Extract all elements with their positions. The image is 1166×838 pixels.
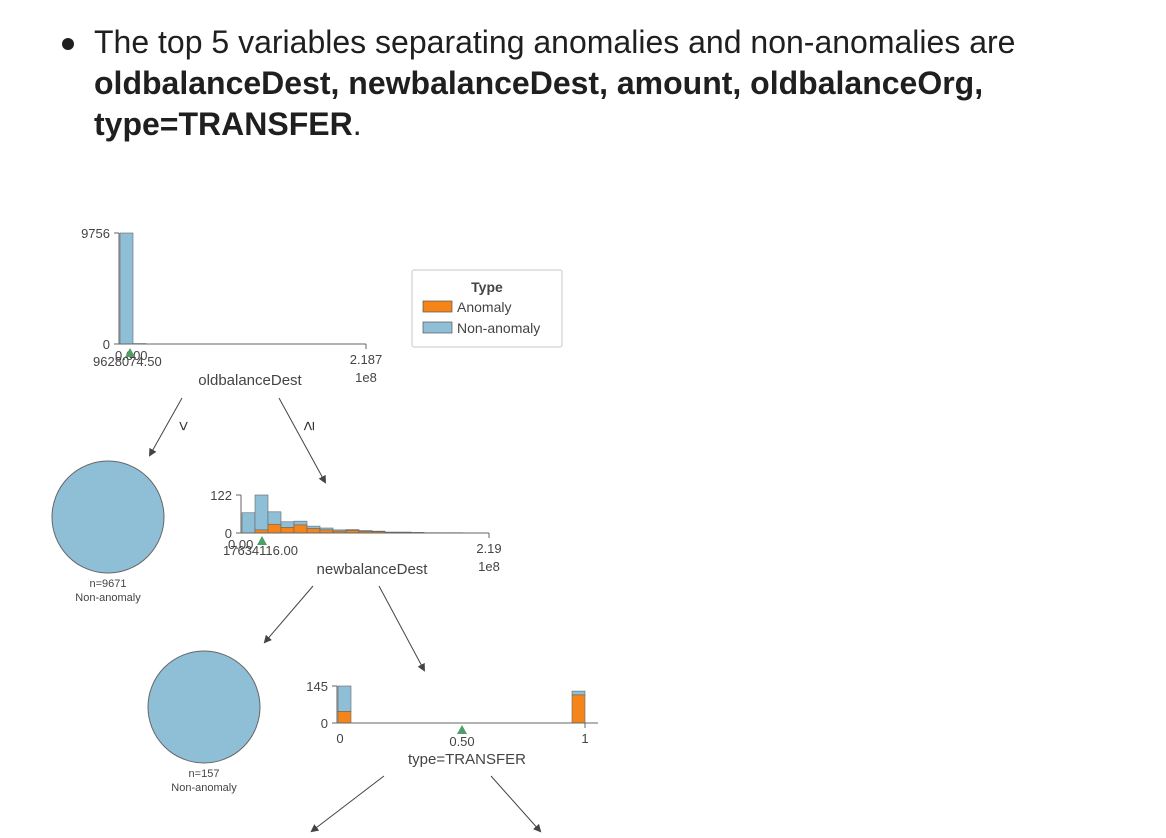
node2-split-label: 17634116.00 xyxy=(223,543,298,558)
node3-histogram: 145 0 0 0.50 1 type=TRANSFER xyxy=(306,679,598,768)
leaf1-count: n=9671 xyxy=(89,578,126,590)
bullet-prefix: The top 5 variables separating anomalies… xyxy=(94,24,1016,60)
node2-bar-anomaly-5 xyxy=(306,528,321,534)
legend-title: Type xyxy=(471,279,503,295)
node2-ymin-label: 0 xyxy=(225,526,232,541)
node2-xmax-label: 2.19 xyxy=(476,541,501,556)
leaf2-label: Non-anomaly xyxy=(171,782,237,794)
node2-bar-nonanomaly-4 xyxy=(293,520,308,526)
node2-feature-label: newbalanceDest xyxy=(317,561,429,578)
node1-xmax-label: 2.187 xyxy=(350,352,383,367)
bullet-variables: oldbalanceDest, newbalanceDest, amount, … xyxy=(94,65,984,142)
node2-bar-anomaly-4 xyxy=(293,524,308,534)
leaf1-circle xyxy=(51,460,165,574)
edge-right-sign: ≥ xyxy=(299,421,318,430)
node3-bar-nonanomaly-1 xyxy=(571,690,586,696)
edge-node3-left xyxy=(310,775,385,833)
node3-ymin-label: 0 xyxy=(321,716,328,731)
node3-split-marker xyxy=(457,725,467,734)
node2-bar-nonanomaly-1 xyxy=(254,494,269,531)
node1-bars xyxy=(119,232,225,345)
node3-bar-anomaly-0 xyxy=(337,711,352,724)
node1-histogram: 9756 0 0.000 9628074.50 2.187 1e8 oldbal… xyxy=(81,226,382,389)
node1-ymin-label: 0 xyxy=(103,337,110,352)
node2-bar-anomaly-2 xyxy=(267,523,282,534)
leaf2-circle xyxy=(147,650,261,764)
legend-swatch-non-anomaly xyxy=(422,321,453,334)
edge-left-sign: < xyxy=(174,421,193,431)
node3-feature-label: type=TRANSFER xyxy=(408,751,526,768)
node3-bar-nonanomaly-0 xyxy=(337,685,352,712)
node2-scale-label: 1e8 xyxy=(478,559,500,574)
legend-label-anomaly: Anomaly xyxy=(457,299,511,315)
leaf2-count: n=157 xyxy=(189,768,220,780)
node2-xmin-label: 0.00 xyxy=(228,537,253,552)
bullet-text: The top 5 variables separating anomalies… xyxy=(94,22,1152,145)
bullet-suffix: . xyxy=(352,106,362,142)
legend-label-non-anomaly: Non-anomaly xyxy=(457,320,540,336)
node1-feature-label: oldbalanceDest xyxy=(198,372,302,389)
node2-bar-nonanomaly-5 xyxy=(306,525,321,529)
edge-node2-right xyxy=(378,585,425,672)
node2-bar-nonanomaly-0 xyxy=(241,512,256,534)
edge-node1-right xyxy=(278,397,326,484)
node3-split-label: 0.50 xyxy=(449,734,474,749)
node1-bar-nonanomaly-0 xyxy=(119,232,134,345)
leaf2: n=157 Non-anomaly xyxy=(147,650,261,794)
node1-split-marker xyxy=(125,348,135,357)
leaf1: n=9671 Non-anomaly xyxy=(51,460,165,604)
bullet-dot xyxy=(62,38,74,50)
leaf1-label: Non-anomaly xyxy=(75,592,141,604)
node3-xmin-label: 0 xyxy=(336,731,343,746)
edge-node1-left xyxy=(149,397,183,457)
node2-split-marker xyxy=(257,536,267,545)
edge-node3-right xyxy=(490,775,542,833)
node3-ymax-label: 145 xyxy=(306,679,328,694)
node2-histogram: 122 0 0.00 17634116.00 2.19 1e8 newbalan… xyxy=(210,488,501,578)
legend: Type Anomaly Non-anomaly xyxy=(411,269,563,348)
bullet-item: The top 5 variables separating anomalies… xyxy=(62,22,1152,145)
legend-swatch-anomaly xyxy=(422,300,453,313)
node2-bar-anomaly-3 xyxy=(280,527,295,534)
node2-bar-nonanomaly-2 xyxy=(267,511,282,525)
node2-ymax-label: 122 xyxy=(210,488,232,503)
edge-node2-left xyxy=(263,585,314,644)
node3-bar-anomaly-1 xyxy=(571,694,586,724)
node2-bars xyxy=(241,494,464,534)
node3-bars xyxy=(337,685,586,724)
node1-ymax-label: 9756 xyxy=(81,226,110,241)
node1-scale-label: 1e8 xyxy=(355,370,377,385)
node2-bar-nonanomaly-3 xyxy=(280,521,295,528)
node1-split-label: 9628074.50 xyxy=(93,354,162,369)
node3-xmax-label: 1 xyxy=(581,731,588,746)
